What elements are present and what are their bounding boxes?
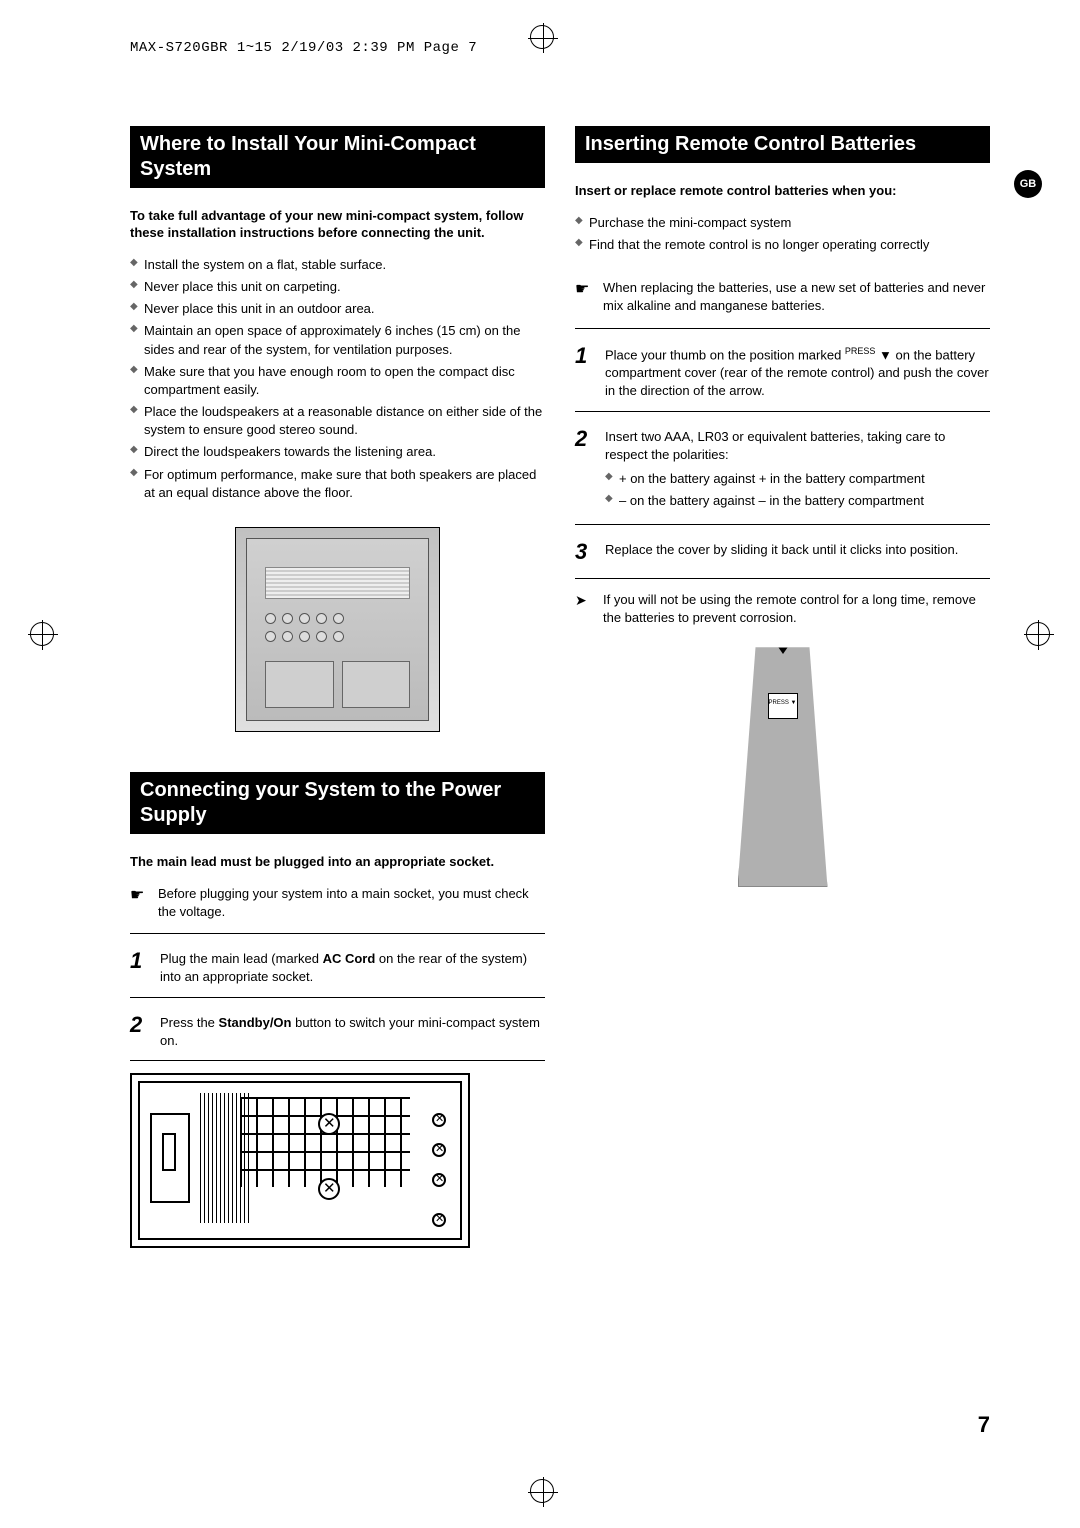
battery-step-2: 2 Insert two AAA, LR03 or equivalent bat… <box>575 424 990 515</box>
install-intro: To take full advantage of your new mini-… <box>130 208 545 242</box>
divider <box>130 933 545 934</box>
print-header: MAX-S720GBR 1~15 2/19/03 2:39 PM Page 7 <box>130 40 990 56</box>
power-intro: The main lead must be plugged into an ap… <box>130 854 545 871</box>
step-number: 1 <box>575 341 593 401</box>
divider <box>575 524 990 525</box>
bullet: Purchase the mini-compact system <box>575 214 990 232</box>
battery-step-1: 1 Place your thumb on the position marke… <box>575 341 990 401</box>
sub-bullet: – on the battery against – in the batter… <box>605 492 990 510</box>
divider <box>130 997 545 998</box>
press-icon-label: PRESS <box>845 346 876 356</box>
right-column: Inserting Remote Control Batteries Inser… <box>575 126 990 1248</box>
section-title-install: Where to Install Your Mini-Compact Syste… <box>130 126 545 188</box>
divider <box>130 1060 545 1061</box>
power-step-2: 2 Press the Standby/On button to switch … <box>130 1010 545 1050</box>
bullet: Maintain an open space of approximately … <box>130 322 545 358</box>
divider <box>575 411 990 412</box>
arrow-down-icon <box>769 634 797 654</box>
press-label: PRESS ▼ <box>768 693 798 719</box>
bullet: Install the system on a flat, stable sur… <box>130 256 545 274</box>
bullet: Direct the loudspeakers towards the list… <box>130 443 545 461</box>
text: Place your thumb on the position marked <box>605 347 845 362</box>
bullet: Find that the remote control is no longe… <box>575 236 990 254</box>
bullet: Place the loudspeakers at a reasonable d… <box>130 403 545 439</box>
crop-mark-bottom <box>530 1479 554 1503</box>
sub-bullet: + on the battery against + in the batter… <box>605 470 990 488</box>
bullet: For optimum performance, make sure that … <box>130 466 545 502</box>
figure-stereo-front <box>235 527 440 732</box>
left-column: Where to Install Your Mini-Compact Syste… <box>130 126 545 1248</box>
figure-remote-rear: PRESS ▼ <box>678 647 888 902</box>
section-title-power: Connecting your System to the Power Supp… <box>130 772 545 834</box>
battery-mix-note: When replacing the batteries, use a new … <box>575 279 990 315</box>
text: Replace the cover by sliding it back unt… <box>605 537 990 568</box>
bullet: Never place this unit in an outdoor area… <box>130 300 545 318</box>
batteries-when-bullets: Purchase the mini-compact system Find th… <box>575 214 990 254</box>
step-number: 3 <box>575 537 593 568</box>
voltage-note: Before plugging your system into a main … <box>130 885 545 921</box>
divider <box>575 328 990 329</box>
bullet: Make sure that you have enough room to o… <box>130 363 545 399</box>
step-number: 1 <box>130 946 148 986</box>
battery-step-3: 3 Replace the cover by sliding it back u… <box>575 537 990 568</box>
corrosion-note: If you will not be using the remote cont… <box>575 591 990 627</box>
text-bold: Standby/On <box>219 1015 292 1030</box>
bullet: Never place this unit on carpeting. <box>130 278 545 296</box>
text: Press the <box>160 1015 219 1030</box>
install-bullets: Install the system on a flat, stable sur… <box>130 256 545 502</box>
power-step-1: 1 Plug the main lead (marked AC Cord on … <box>130 946 545 986</box>
text-bold: AC Cord <box>323 951 376 966</box>
divider <box>575 578 990 579</box>
section-title-batteries: Inserting Remote Control Batteries <box>575 126 990 163</box>
page-number: 7 <box>978 1412 990 1438</box>
text: Insert two AAA, LR03 or equivalent batte… <box>605 429 945 462</box>
batteries-intro: Insert or replace remote control batteri… <box>575 183 990 200</box>
step-number: 2 <box>575 424 593 515</box>
text: Plug the main lead (marked <box>160 951 323 966</box>
step-number: 2 <box>130 1010 148 1050</box>
figure-rear-panel <box>130 1073 470 1248</box>
